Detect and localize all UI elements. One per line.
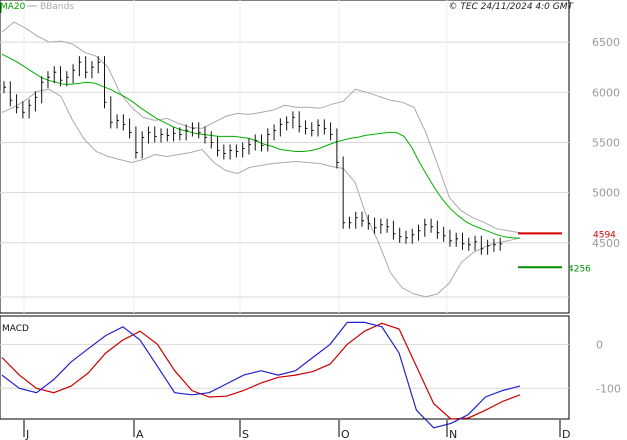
bbands-lower (1, 88, 521, 298)
month-label: J (25, 428, 29, 440)
price-tick-label: 4500 (592, 237, 620, 250)
bollinger-bands (1, 21, 521, 298)
price-grid (0, 0, 569, 313)
ma20-line (1, 53, 521, 239)
bbands-upper (1, 21, 521, 234)
price-panel-frame (0, 0, 570, 314)
legend-bbands: BBands (40, 2, 74, 12)
support-resistance-lines: 4594 4256 (518, 230, 616, 274)
month-label: O (341, 428, 350, 440)
price-bars (3, 56, 503, 255)
month-label: A (136, 428, 144, 440)
price-tick-label: 5000 (592, 187, 620, 200)
resistance-label: 4594 (593, 230, 616, 240)
macd-panel-frame (0, 315, 570, 420)
copyright-notice: © TEC 24/11/2024 4:0 GMT (448, 2, 574, 12)
month-label: N (449, 428, 457, 440)
y-axis-labels: 6500 6000 5500 5000 4500 0 -100 (592, 36, 621, 395)
price-tick-label: 5500 (592, 136, 620, 149)
support-label: 4256 (568, 264, 591, 274)
macd-panel-title: MACD (2, 324, 29, 334)
macd-signal-line (1, 322, 521, 420)
macd-line (1, 321, 521, 429)
price-tick-label: 6500 (592, 36, 620, 49)
macd-tick-label: -100 (596, 382, 621, 395)
price-tick-label: 6000 (592, 86, 620, 99)
macd-tick-label: 0 (596, 338, 603, 351)
month-label: S (242, 428, 249, 440)
month-label: D (562, 428, 570, 440)
macd-lines (1, 321, 521, 429)
legend-ma20: MA20 (0, 2, 26, 12)
ma20-path (1, 53, 521, 239)
